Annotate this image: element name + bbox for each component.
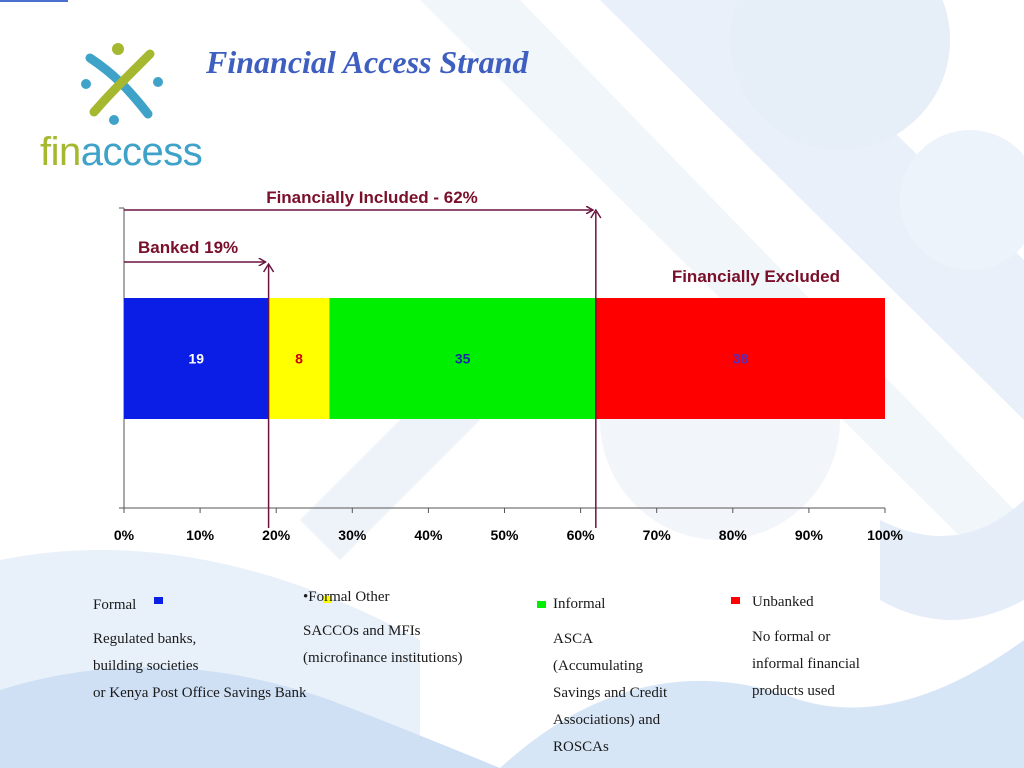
legend-swatch-informal <box>537 601 546 608</box>
x-tick-label: 70% <box>643 527 672 543</box>
legend-desc-unbanked: No formal or informal financial products… <box>752 624 860 705</box>
x-tick-label: 30% <box>338 527 367 543</box>
legend-name-formal-other: •Formal Other <box>303 589 389 606</box>
data-label-formal-other: 8 <box>295 351 303 367</box>
x-tick-label: 100% <box>867 527 903 543</box>
x-tick-label: 90% <box>795 527 824 543</box>
legend-desc-informal: ASCA (Accumulating Savings and Credit As… <box>553 626 667 761</box>
x-tick-label: 40% <box>414 527 443 543</box>
legend-desc-line: ASCA <box>553 626 667 653</box>
data-label-unbanked: 38 <box>733 351 749 367</box>
legend-desc-line: (microfinance institutions) <box>303 645 463 672</box>
x-tick-label: 10% <box>186 527 215 543</box>
legend-desc-formal-other: SACCOs and MFIs (microfinance institutio… <box>303 618 463 672</box>
included-annotation: Financially Included - 62% <box>266 188 478 207</box>
legend-name-unbanked: Unbanked <box>752 594 814 611</box>
legend-swatch-formal <box>154 597 163 604</box>
x-tick-label: 80% <box>719 527 748 543</box>
x-tick-label: 20% <box>262 527 291 543</box>
legend-name-formal: Formal <box>93 597 136 614</box>
x-tick-label: 0% <box>114 527 135 543</box>
data-label-informal: 35 <box>455 351 471 367</box>
legend-desc-line: informal financial <box>752 651 860 678</box>
legend-desc-line: building societies <box>93 653 306 680</box>
legend-desc-line: or Kenya Post Office Savings Bank <box>93 680 306 707</box>
banked-annotation: Banked 19% <box>138 238 238 257</box>
legend-desc-line: Savings and Credit <box>553 680 667 707</box>
legend-name-informal: Informal <box>553 596 605 613</box>
legend-desc-line: No formal or <box>752 624 860 651</box>
x-tick-label: 60% <box>567 527 596 543</box>
legend-desc-line: (Accumulating <box>553 653 667 680</box>
legend-desc-line: Associations) and <box>553 707 667 734</box>
excluded-annotation: Financially Excluded <box>672 267 840 286</box>
legend-desc-line: products used <box>752 678 860 705</box>
chart-bars: 19 8 35 38 <box>124 298 885 419</box>
legend-desc-formal: Regulated banks, building societies or K… <box>93 626 306 707</box>
data-label-formal: 19 <box>189 351 205 367</box>
x-tick-label: 50% <box>490 527 519 543</box>
legend-desc-line: Regulated banks, <box>93 626 306 653</box>
legend-swatch-unbanked <box>731 597 740 604</box>
legend-desc-line: SACCOs and MFIs <box>303 618 463 645</box>
legend-desc-line: ROSCAs <box>553 734 667 761</box>
